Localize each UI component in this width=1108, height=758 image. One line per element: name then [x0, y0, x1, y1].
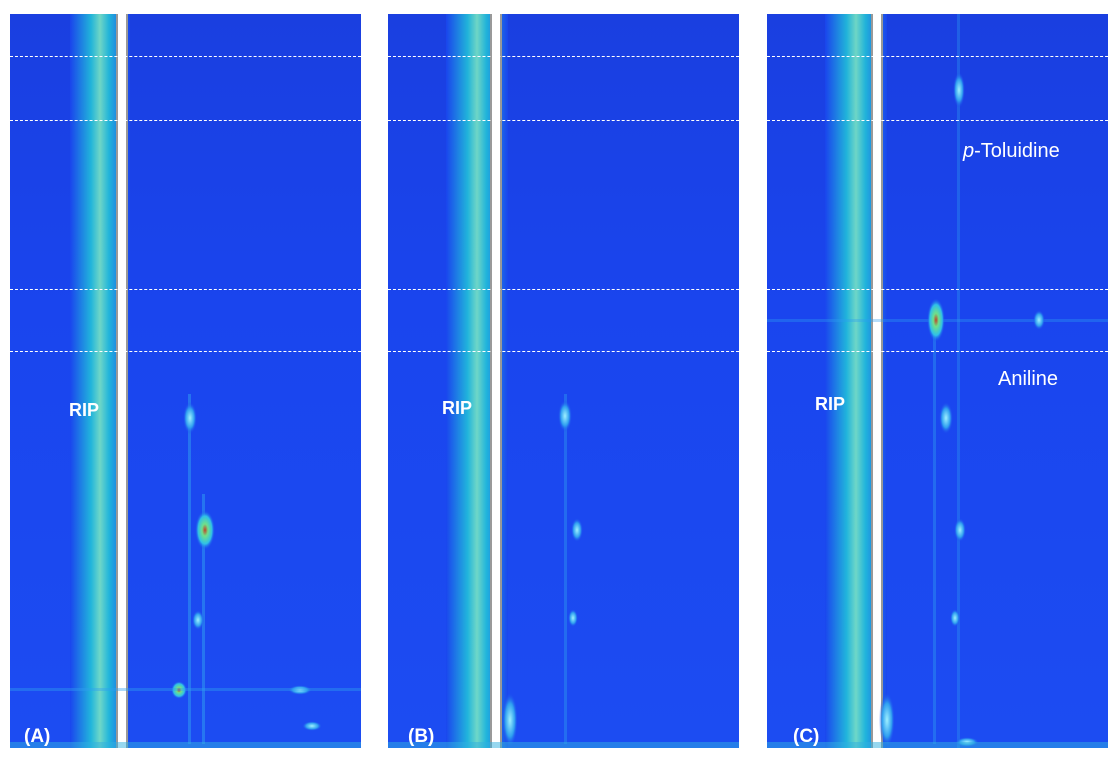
analyte-spot — [302, 721, 322, 731]
gc-ims-heatmap-a — [10, 14, 361, 748]
dashed-line — [767, 120, 1108, 121]
analyte-spot — [568, 609, 578, 627]
dashed-line — [767, 56, 1108, 57]
rip-label: RIP — [69, 400, 100, 420]
analyte-spot — [195, 510, 215, 550]
streak — [957, 14, 960, 748]
rip-line — [490, 14, 502, 748]
gc-ims-heatmap-b — [388, 14, 739, 748]
p-toluidine-rest: -Toluidine — [974, 140, 1060, 162]
gc-ims-panel-b: RIP (B) — [388, 14, 739, 748]
dashed-line — [388, 289, 739, 290]
rip-line-edge — [500, 14, 502, 748]
analyte-spot — [939, 402, 953, 434]
analyte-spot — [183, 402, 197, 434]
analyte-spot — [502, 692, 518, 748]
dashed-line — [10, 289, 361, 290]
baseline — [388, 742, 739, 748]
dashed-line — [388, 351, 739, 352]
rip-label: RIP — [442, 398, 473, 418]
analyte-spot — [927, 298, 945, 342]
gc-ims-panel-a: RIP (A) — [10, 14, 361, 748]
p-toluidine-label: p-Toluidine — [963, 140, 1060, 163]
panel-label: (C) — [793, 726, 820, 747]
dashed-line — [10, 120, 361, 121]
dashed-line — [10, 351, 361, 352]
rip-line-edge — [490, 14, 492, 748]
gc-ims-panel-c: p-Toluidine Aniline RIP (C) — [767, 14, 1108, 748]
baseline — [767, 742, 1108, 748]
panel-label: (A) — [24, 726, 51, 747]
dashed-line — [388, 120, 739, 121]
rip-line-edge — [881, 14, 883, 748]
p-toluidine-prefix: p — [963, 140, 975, 162]
analyte-spot — [558, 400, 572, 432]
analyte-spot — [571, 518, 583, 542]
dashed-line — [388, 56, 739, 57]
analyte-spot — [192, 610, 204, 630]
aniline-label: Aniline — [998, 368, 1059, 390]
streak — [564, 394, 567, 744]
streak — [10, 688, 361, 691]
analyte-spot — [288, 685, 312, 695]
dashed-line — [10, 56, 361, 57]
dashed-line — [767, 351, 1108, 352]
panel-label: (B) — [408, 726, 435, 747]
rip-line-edge — [116, 14, 118, 748]
analyte-spot — [879, 692, 895, 748]
gc-ims-heatmap-c — [767, 14, 1108, 748]
rip-line — [871, 14, 883, 748]
baseline — [10, 742, 361, 748]
dashed-line — [767, 289, 1108, 290]
analyte-spot — [953, 72, 965, 108]
analyte-spot — [1033, 310, 1045, 330]
analyte-spot — [954, 518, 966, 542]
streak — [933, 314, 936, 744]
analyte-spot — [950, 609, 960, 627]
rip-line-edge — [126, 14, 128, 748]
rip-line-edge — [871, 14, 873, 748]
rip-label: RIP — [815, 394, 846, 414]
rip-line — [116, 14, 128, 748]
analyte-spot — [171, 681, 187, 699]
streak — [188, 394, 191, 744]
